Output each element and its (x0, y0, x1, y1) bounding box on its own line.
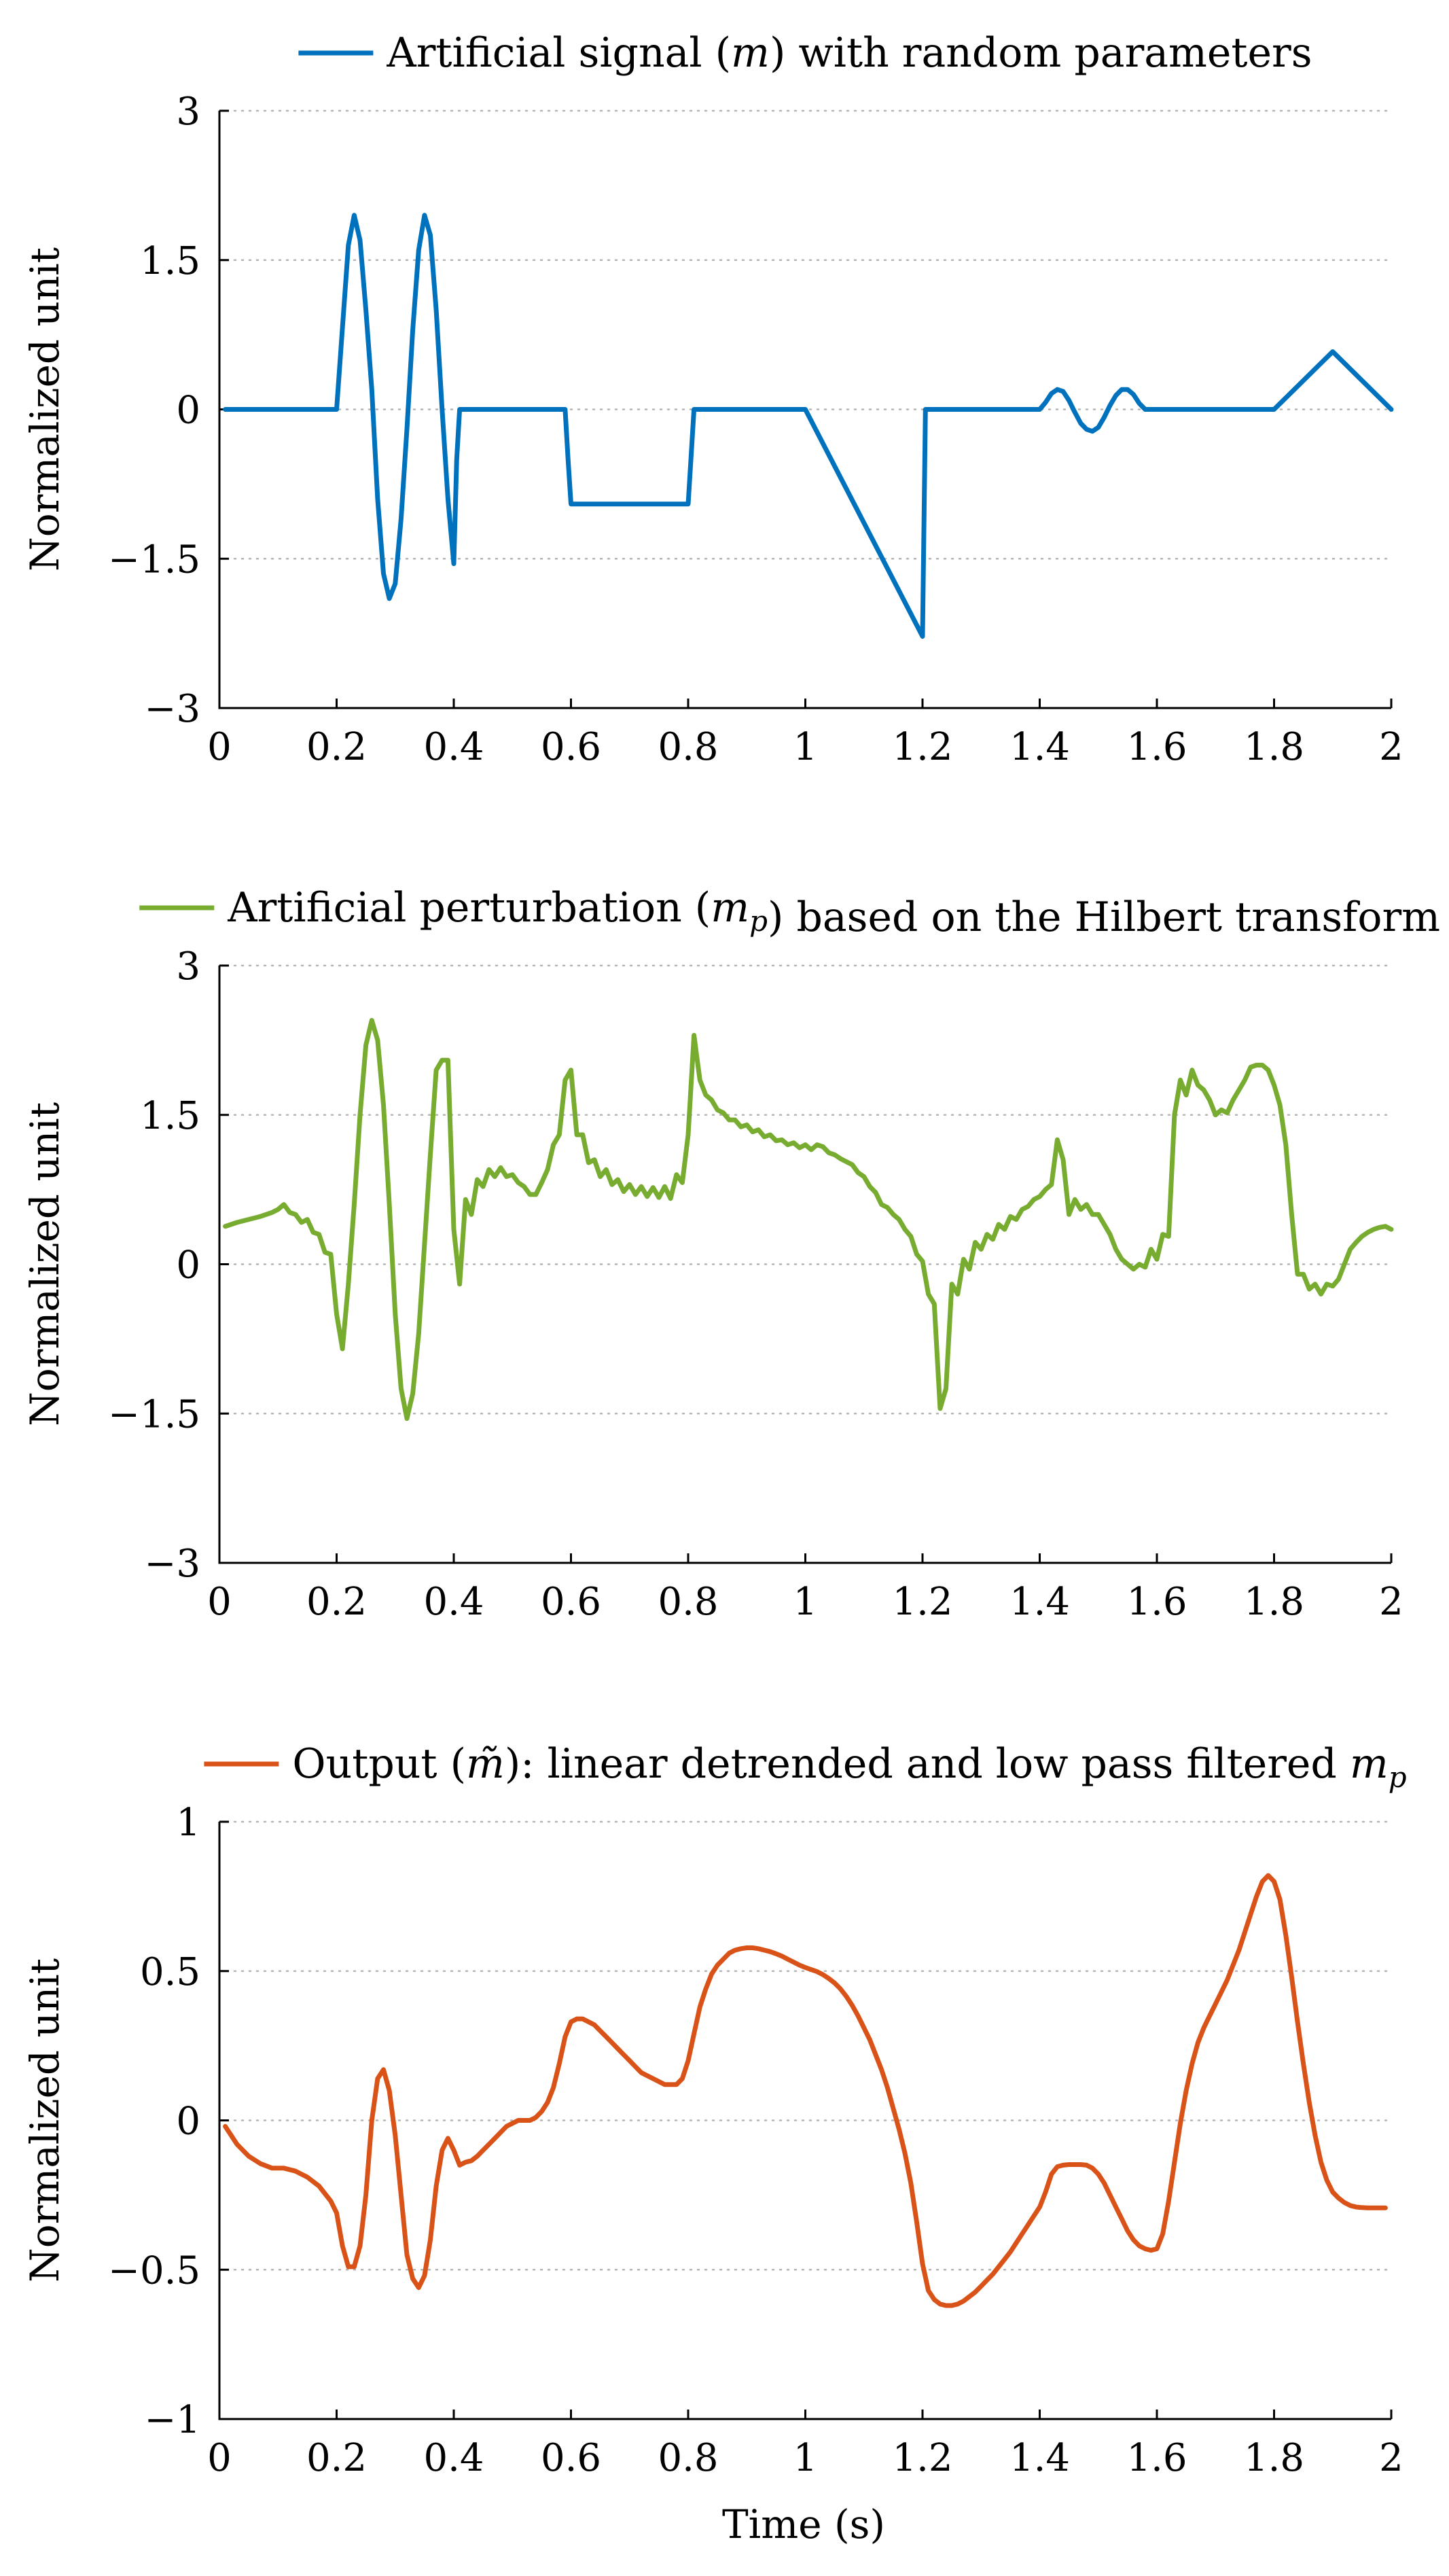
series-line-3 (223, 1873, 1388, 2308)
x-tick-label: 0.2 (306, 1580, 367, 1624)
y-axis-label: Normalized unit (22, 247, 68, 571)
x-tick-label: 1.4 (1009, 2436, 1070, 2480)
x-axis-label: Time (s) (722, 2501, 885, 2547)
x-tick-label: 0.2 (306, 2436, 367, 2480)
y-tick-label: 0 (176, 389, 200, 433)
y-tick-label: −1.5 (108, 537, 200, 582)
chart-panels: −3 −1.5 0 1.5 3 0 0.2 0.4 0.6 0.8 1 1.2 1.4 1.6 1.8 2 No… (22, 29, 1440, 2480)
y-tick-label: 1 (176, 1801, 200, 1845)
x-tick-label: 2 (1379, 1580, 1403, 1624)
x-tick-label: 1.2 (892, 1580, 952, 1624)
x-tick-label: 0.8 (658, 725, 718, 769)
y-tick-label: −3 (144, 687, 200, 731)
x-tick-label: 1.2 (892, 725, 952, 769)
y-tick-label: −1.5 (108, 1392, 200, 1436)
x-tick-label: 2 (1379, 725, 1403, 769)
x-tick-label: 1.6 (1126, 725, 1187, 769)
chart-panel-3: −1 −0.5 0 0.5 1 0 0.2 0.4 0.6 0.8 1 1.2 1.4 1.6 1.8 2 No… (22, 1740, 1407, 2480)
y-tick-label: 3 (176, 945, 200, 989)
x-tick-label: 2 (1379, 2436, 1403, 2480)
y-tick-label: −3 (144, 1542, 200, 1586)
y-tick-label: 0 (176, 1243, 200, 1288)
legend-label: Output (m̃): linear detrended and low pa… (292, 1740, 1406, 1794)
chart-panel-2: −3 −1.5 0 1.5 3 0 0.2 0.4 0.6 0.8 1 1.2 1.4 1.6 1.8 2 No… (22, 884, 1440, 1624)
x-tick-label: 0.4 (423, 2436, 484, 2480)
x-tick-label: 1 (793, 2436, 818, 2480)
x-tick-label: 1.2 (892, 2436, 952, 2480)
x-tick-label: 0.4 (423, 725, 484, 769)
series-line-2 (223, 1018, 1394, 1422)
series-line-1 (223, 213, 1394, 639)
x-tick-label: 0.8 (658, 2436, 718, 2480)
y-tick-label: 0.5 (140, 1950, 200, 1994)
x-tick-label: 1.6 (1126, 1580, 1187, 1624)
legend-2: Artificial perturbation (mp) based on th… (139, 884, 1440, 941)
y-tick-label: 3 (176, 90, 200, 134)
x-tick-label: 1.8 (1244, 2436, 1304, 2480)
x-tick-label: 0.6 (541, 725, 601, 769)
legend-label: Artificial perturbation (mp) based on th… (227, 884, 1440, 941)
chart-panel-1: −3 −1.5 0 1.5 3 0 0.2 0.4 0.6 0.8 1 1.2 1.4 1.6 1.8 2 No… (22, 29, 1403, 769)
legend-1: Artificial signal (m) with random parame… (298, 29, 1312, 77)
x-tick-label: 0 (207, 2436, 232, 2480)
y-axis-label: Normalized unit (22, 1958, 68, 2282)
x-tick-label: 0.6 (541, 2436, 601, 2480)
x-tick-label: 1.6 (1126, 2436, 1187, 2480)
x-tick-label: 1.8 (1244, 725, 1304, 769)
y-tick-label: −1 (144, 2398, 200, 2442)
x-tick-label: 1.8 (1244, 1580, 1304, 1624)
x-tick-label: 1 (793, 725, 818, 769)
x-tick-label: 0.8 (658, 1580, 718, 1624)
y-axis-label: Normalized unit (22, 1102, 68, 1426)
x-tick-label: 1.4 (1009, 725, 1070, 769)
legend-3: Output (m̃): linear detrended and low pa… (204, 1740, 1407, 1794)
legend-label: Artificial signal (m) with random parame… (386, 29, 1312, 77)
x-tick-label: 0.6 (541, 1580, 601, 1624)
x-tick-label: 0.4 (423, 1580, 484, 1624)
y-tick-label: 0 (176, 2100, 200, 2144)
x-tick-label: 0 (207, 1580, 232, 1624)
x-tick-label: 1 (793, 1580, 818, 1624)
x-tick-label: 0.2 (306, 725, 367, 769)
x-tick-label: 0 (207, 725, 232, 769)
y-tick-label: 1.5 (140, 239, 200, 283)
x-tick-label: 1.4 (1009, 1580, 1070, 1624)
y-tick-label: −0.5 (108, 2248, 200, 2293)
y-tick-label: 1.5 (140, 1094, 200, 1138)
